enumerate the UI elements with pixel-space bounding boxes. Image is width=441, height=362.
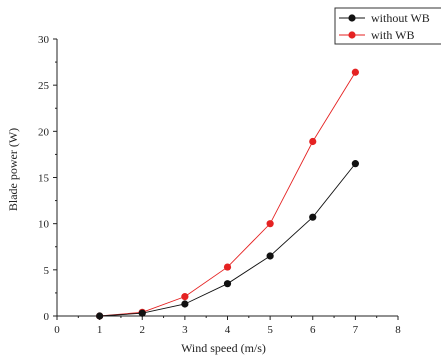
legend-items: without WB with WB [339, 11, 430, 42]
y-tick-label: 10 [38, 219, 50, 231]
legend-label: without WB [371, 11, 430, 25]
data-point [266, 220, 274, 228]
y-tick-label: 0 [44, 311, 50, 323]
data-point [351, 68, 359, 76]
y-tick-label: 15 [38, 173, 50, 185]
x-tick-label: 3 [182, 324, 188, 336]
data-point [181, 300, 189, 308]
data-point [96, 312, 104, 320]
legend: without WB with WB [334, 7, 441, 45]
x-tick-label: 6 [310, 324, 316, 336]
legend-label: with WB [371, 28, 414, 42]
data-point [351, 160, 359, 168]
data-point [223, 263, 232, 271]
y-axis-title: Blade power (W) [6, 128, 20, 211]
series-0 [96, 160, 359, 320]
x-axis-title: Wind speed (m/s) [181, 341, 266, 355]
data-point [309, 137, 317, 146]
x-tick-label: 5 [267, 324, 273, 336]
x-tick-label: 4 [225, 324, 231, 336]
series-line [99, 72, 356, 317]
x-tick-label: 7 [353, 324, 359, 336]
x-tick-label: 0 [54, 324, 60, 336]
data-point [138, 309, 146, 317]
legend-marker [348, 14, 356, 22]
x-tick-label: 8 [395, 324, 401, 336]
x-tick-label: 1 [97, 324, 103, 336]
legend-marker [348, 31, 356, 39]
data-point [266, 252, 274, 260]
data-point [181, 293, 189, 301]
y-tick-label: 5 [44, 265, 50, 277]
x-tick-label: 2 [140, 324, 146, 336]
series-line [99, 163, 356, 317]
series-layer [96, 68, 359, 320]
y-tick-label: 25 [38, 80, 50, 92]
axes: 0 5 10 15 20 25 30 0 1 2 3 4 5 6 7 8 [38, 34, 401, 336]
y-tick-label: 20 [38, 126, 50, 138]
data-point [309, 213, 317, 221]
y-tick-label: 30 [38, 34, 50, 46]
data-point [223, 280, 232, 288]
